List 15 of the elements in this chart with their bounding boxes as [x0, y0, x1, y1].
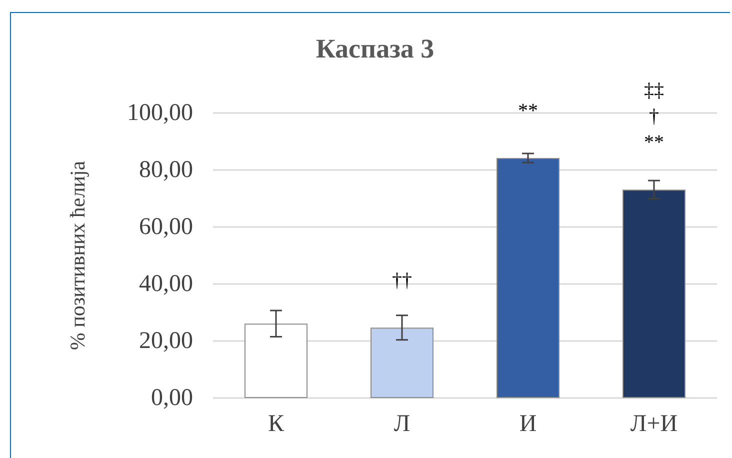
x-tick-label: К [268, 411, 285, 437]
y-tick-label: 20,00 [139, 328, 193, 354]
y-tick-label: 100,00 [127, 100, 193, 126]
y-tick-label: 40,00 [139, 271, 193, 297]
chart-title: Каспаза 3 [316, 34, 434, 64]
y-tick-label: 60,00 [139, 214, 193, 240]
annotation: ‡‡ † ** [644, 80, 664, 154]
annotation: ** [518, 100, 538, 122]
x-tick-label: Л+И [630, 411, 678, 437]
x-tick-label: И [519, 411, 537, 437]
x-tick-label: Л [394, 411, 410, 437]
annotation: †† [392, 270, 412, 292]
y-tick-label: 0,00 [151, 385, 193, 411]
y-tick-label: 80,00 [139, 157, 193, 183]
y-axis-title: % позитивних ћелија [66, 160, 90, 350]
